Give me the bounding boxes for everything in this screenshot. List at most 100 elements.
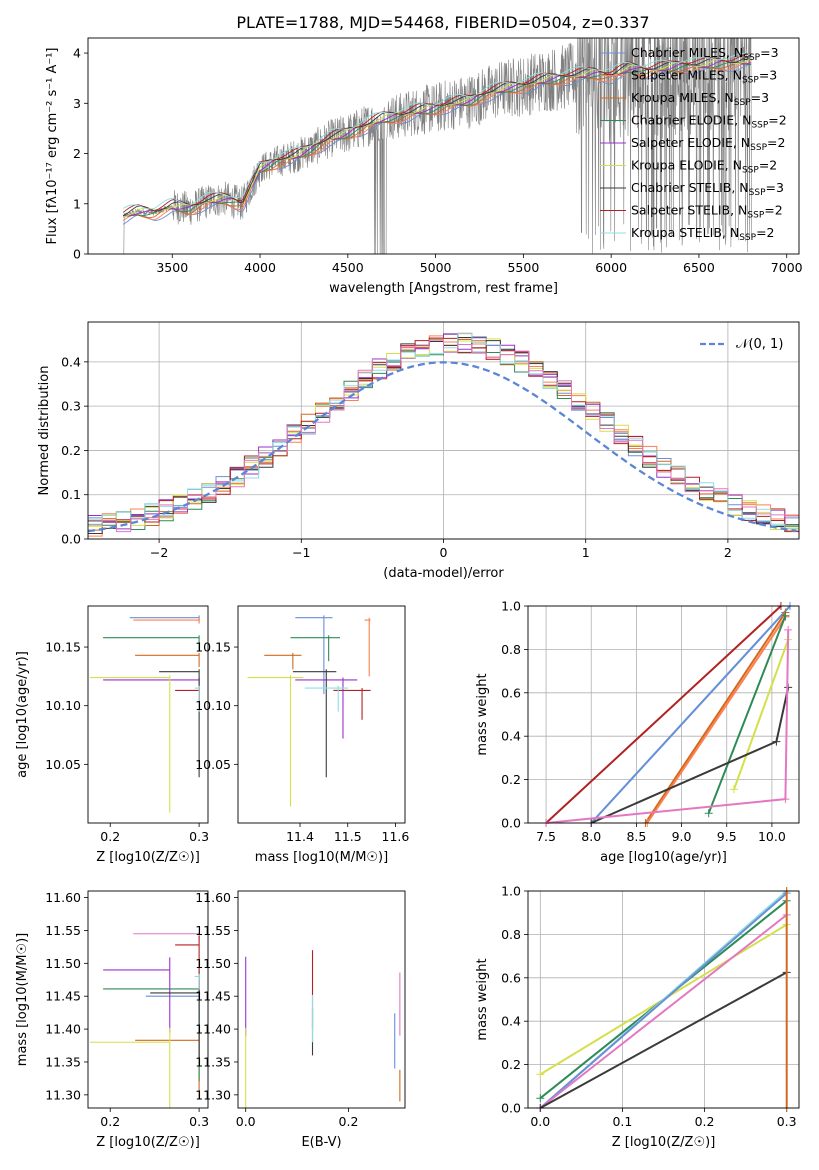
x-tick-label: −2 (150, 545, 168, 560)
axes-frame (237, 890, 406, 1109)
legend-entry: Kroupa ELODIE, NSSP=2 (631, 158, 777, 176)
y-tick-label: 0.8 (501, 927, 521, 942)
x-tick-label: 11.4 (286, 829, 314, 844)
errorbar-3 (290, 635, 341, 662)
legend-nssp: =3 (759, 68, 777, 83)
y-tick-label: 10.15 (195, 640, 231, 655)
axes-frame (237, 605, 406, 824)
y-tick-label: 11.55 (195, 923, 231, 938)
errorbar-8 (304, 685, 349, 712)
y-axis-label: mass weight (475, 958, 490, 1040)
axes-frame (87, 37, 800, 255)
y-tick-label: 10.05 (45, 757, 81, 772)
axes-frame (527, 890, 800, 1109)
histogram-7 (88, 337, 799, 532)
legend-subscript: SSP (749, 188, 766, 198)
panel-mass_vs_ebv: 0.0 0.2 11.30 11.35 11.40 11.45 11.50 11.55 11.6… (195, 890, 406, 1150)
x-tick-label: 0.3 (189, 1114, 209, 1129)
x-tick-label: 6000 (595, 260, 627, 275)
legend-subscript: SSP (747, 211, 764, 221)
x-tick-label: 5000 (420, 260, 452, 275)
y-tick-label: 11.30 (45, 1087, 81, 1102)
errorbar-2 (135, 652, 200, 667)
legend-entry: Chabrier MILES, NSSP=3 (631, 45, 779, 63)
x-tick-label: 0.2 (339, 1114, 359, 1129)
y-tick-label: 10.10 (195, 698, 231, 713)
y-tick-label: 0.2 (501, 1057, 521, 1072)
weight-marker (781, 795, 790, 804)
y-tick-label: 11.60 (195, 890, 231, 905)
errorbar-3 (103, 970, 200, 1082)
x-axis-label: E(B-V) (301, 1135, 341, 1150)
y-tick-label: 11.40 (45, 1022, 81, 1037)
y-tick-label: 11.40 (195, 1022, 231, 1037)
y-tick-label: 0.8 (501, 642, 521, 657)
x-tick-label: 0.2 (100, 1114, 120, 1129)
model-line-8 (122, 53, 752, 210)
x-tick-label: 0.3 (777, 1114, 797, 1129)
y-tick-label: 0 (73, 247, 81, 262)
weight-marker (704, 809, 713, 818)
x-tick-label: 1 (582, 545, 590, 560)
x-tick-label: 10.0 (758, 829, 786, 844)
y-tick-label: 0.6 (501, 685, 521, 700)
x-axis-label: (data-model)/error (383, 566, 504, 581)
data-spectrum-line (123, 38, 752, 254)
weight-marker (781, 611, 790, 620)
model-line-6 (122, 54, 752, 217)
y-tick-label: 0.6 (501, 970, 521, 985)
x-axis-label: Z [log10(Z/Z☉)] (612, 1135, 716, 1150)
errorbar-1 (133, 932, 200, 941)
weight-line-5 (539, 971, 788, 1109)
panel-residuals: −2 −1 0 1 2 0.0 0.1 0.2 0.3 0.4 𝒩(0, 1) (data-model… (37, 321, 800, 581)
x-tick-label: 5500 (507, 260, 539, 275)
y-tick-label: 11.55 (45, 923, 81, 938)
y-axis-label: Normed distribution (37, 366, 52, 496)
x-axis-label: Z [log10(Z/Z☉)] (96, 850, 200, 865)
errorbar-5 (89, 1027, 171, 1108)
axes-frame (87, 605, 209, 824)
y-tick-label: 1.0 (501, 599, 521, 614)
y-tick-label: 11.45 (45, 989, 81, 1004)
legend-entry: Salpeter STELIB, NSSP=2 (631, 203, 783, 221)
errorbar-6 (292, 669, 337, 778)
legend-entry: 𝒩(0, 1) (736, 337, 783, 352)
axes-frame (87, 321, 800, 540)
legend-nssp: =3 (751, 90, 769, 105)
model-line-3 (123, 61, 751, 217)
legend-entry: Kroupa STELIB, NSSP=2 (631, 225, 775, 243)
legend-subscript: SSP (739, 233, 756, 243)
errorbar-1 (364, 617, 371, 677)
y-axis-label: age [log10(age/yr)] (15, 651, 30, 778)
x-tick-label: 9.0 (672, 829, 692, 844)
y-tick-label: 11.35 (195, 1054, 231, 1069)
x-axis-label: Z [log10(Z/Z☉)] (96, 1135, 200, 1150)
x-tick-label: 0 (440, 545, 448, 560)
y-tick-label: 1.0 (501, 884, 521, 899)
legend-entry: Chabrier STELIB, NSSP=3 (631, 180, 784, 198)
weight-marker (772, 737, 781, 746)
gaussian-curve (87, 361, 797, 533)
x-tick-label: 8.0 (581, 829, 601, 844)
legend-entry: Salpeter MILES, NSSP=3 (631, 68, 777, 86)
y-tick-label: 0.0 (501, 1101, 521, 1116)
weight-marker (729, 785, 738, 794)
y-tick-label: 11.35 (45, 1054, 81, 1069)
x-tick-label: 0.2 (695, 1114, 715, 1129)
x-tick-label: 0.1 (612, 1114, 632, 1129)
errorbar-0 (145, 990, 200, 1023)
histogram-9 (88, 339, 799, 533)
y-tick-label: 11.45 (195, 989, 231, 1004)
axes-frame (527, 605, 800, 824)
y-tick-label: 11.30 (195, 1087, 231, 1102)
x-tick-label: 0.2 (100, 829, 120, 844)
legend-entry: Chabrier ELODIE, NSSP=2 (631, 113, 787, 131)
errorbar-7 (333, 688, 371, 720)
errorbar-2 (264, 652, 302, 670)
legend-entry: Salpeter ELODIE, NSSP=2 (631, 135, 785, 153)
panel-weight_vs_Z: 0.0 0.1 0.2 0.3 0.0 0.2 0.4 0.6 0.8 1.0 Z [log10(Z… (475, 884, 800, 1150)
legend-subscript: SSP (750, 143, 767, 153)
y-tick-label: 0.2 (501, 772, 521, 787)
errorbar-5 (89, 675, 171, 813)
